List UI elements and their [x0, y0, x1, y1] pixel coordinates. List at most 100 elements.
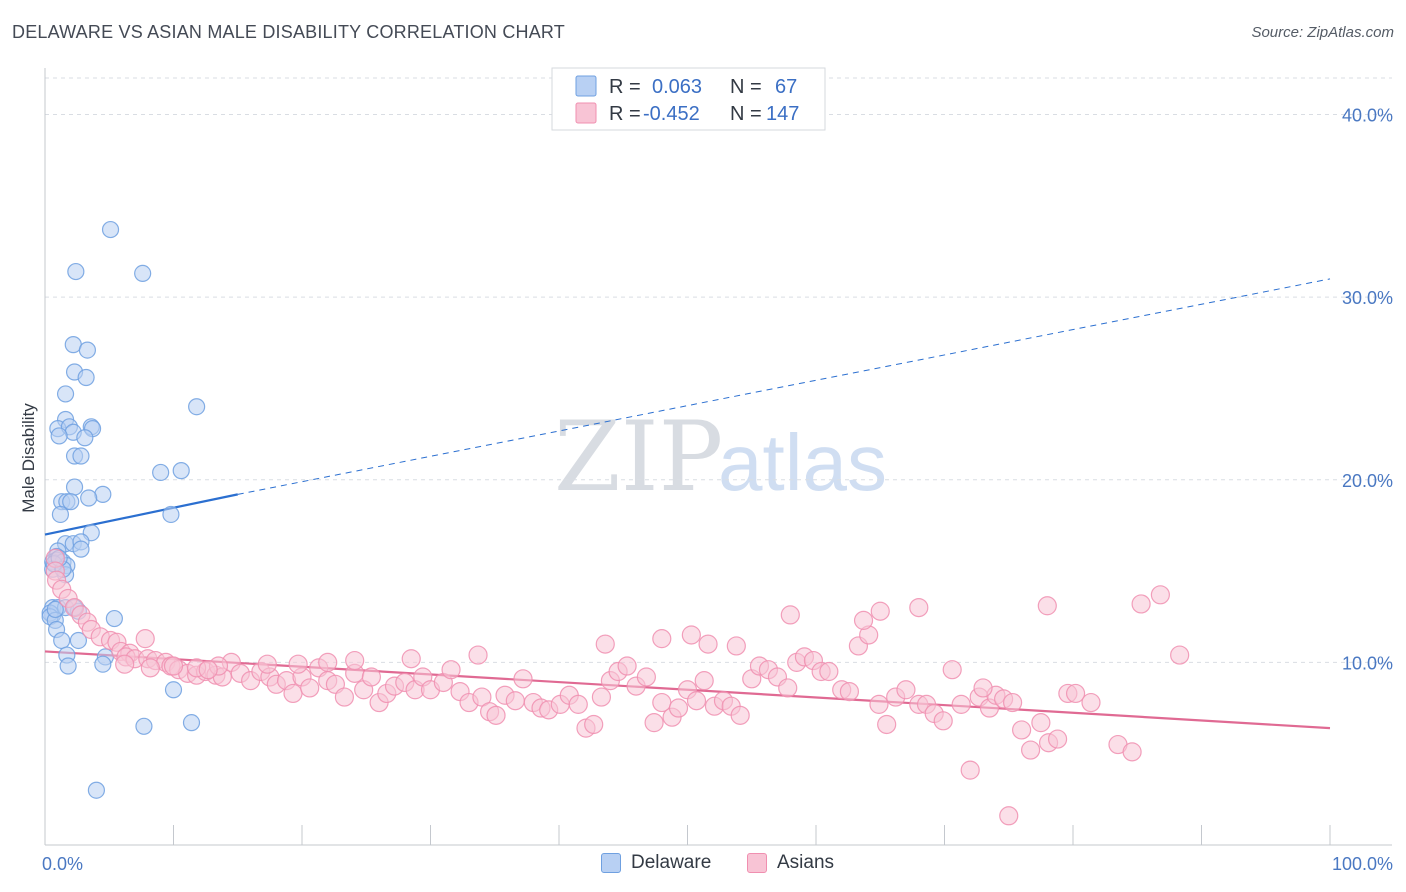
bottom-legend-label-asians: Asians: [777, 852, 835, 873]
asians-point: [345, 650, 365, 671]
delaware-point: [152, 463, 170, 482]
legend-n-value-delaware: 67: [775, 76, 797, 98]
asians-point: [869, 694, 889, 714]
legend-n-value-asians: 147: [766, 103, 799, 125]
x-tick-label-min: 0.0%: [42, 854, 83, 874]
delaware-point: [53, 631, 71, 650]
asians-point: [686, 691, 707, 711]
asians-point: [652, 629, 672, 649]
asians-point: [933, 711, 953, 731]
delaware-point: [67, 262, 85, 281]
stats-legend: R = 0.063 N = 67 R = -0.452 N = 147: [551, 67, 826, 131]
delaware-point: [94, 655, 112, 673]
asians-point: [1081, 692, 1101, 713]
asians-point: [513, 669, 533, 689]
asians-point: [1037, 596, 1057, 616]
asians-point: [778, 678, 798, 698]
watermark-zip: ZIP: [554, 401, 723, 513]
delaware-point: [135, 717, 153, 735]
asians-point: [698, 634, 718, 654]
asians-point: [853, 610, 874, 630]
asians-point: [595, 634, 615, 654]
watermark: ZIP atlas: [554, 401, 887, 513]
delaware-point: [134, 264, 152, 283]
legend-n-label-delaware: N =: [730, 76, 762, 98]
watermark-atlas: atlas: [718, 418, 887, 507]
delaware-point: [72, 447, 90, 465]
asians-point: [730, 705, 750, 725]
legend-r-value-asians: -0.452: [643, 103, 700, 125]
y-tick-label: 20.0%: [1342, 471, 1393, 491]
legend-swatch-asians: [575, 102, 597, 124]
bottom-legend-label-delaware: Delaware: [631, 852, 712, 873]
asians-point: [584, 714, 604, 735]
asians-point: [257, 654, 277, 674]
asians-point: [568, 694, 588, 714]
asians-point: [135, 629, 155, 649]
asians-point: [505, 691, 525, 711]
axes: [44, 68, 1392, 846]
delaware-point: [56, 385, 75, 403]
delaware-point: [59, 657, 77, 675]
y-axis-label: Male Disability: [19, 403, 38, 513]
asians-point: [198, 660, 218, 680]
asians-point: [909, 597, 929, 618]
asians-point: [468, 645, 488, 665]
legend-n-label-asians: N =: [730, 103, 762, 125]
delaware-point: [50, 427, 68, 445]
asians-point: [668, 698, 689, 718]
y-tick-label: 30.0%: [1342, 288, 1393, 308]
chart-title: DELAWARE VS ASIAN MALE DISABILITY CORREL…: [12, 22, 566, 42]
asians-point: [942, 660, 962, 680]
asians-point: [636, 667, 656, 687]
delaware-point: [172, 462, 190, 480]
asians-point: [999, 806, 1019, 826]
delaware-point: [78, 341, 97, 359]
asians-point: [1065, 683, 1086, 704]
asians-point: [115, 654, 135, 674]
delaware-point: [94, 485, 112, 503]
asians-point: [140, 658, 160, 678]
delaware-point: [51, 505, 70, 524]
bottom-legend-delaware: Delaware: [601, 852, 711, 874]
delaware-point: [65, 478, 84, 496]
delaware-trend-line: [44, 493, 238, 536]
grid: [45, 77, 1392, 663]
asians-point: [288, 654, 308, 674]
asians-point: [401, 649, 421, 669]
legend-r-label-delaware: R =: [609, 76, 641, 98]
delaware-point: [105, 609, 123, 628]
asians-point: [1011, 720, 1032, 740]
delaware-trend-extension: [237, 278, 1331, 495]
asians-point: [896, 680, 916, 700]
asians-point: [877, 714, 897, 735]
delaware-point: [164, 681, 183, 699]
asians-point: [951, 694, 971, 714]
delaware-point: [46, 600, 64, 619]
data-points: [41, 220, 1190, 826]
asians-point: [1020, 740, 1041, 760]
delaware-point: [72, 540, 90, 558]
stats-legend-box: [551, 67, 826, 131]
asians-point: [318, 652, 338, 672]
asians-point: [334, 687, 355, 707]
asians-point: [361, 667, 381, 687]
delaware-point: [87, 781, 106, 799]
asians-point: [1031, 713, 1051, 733]
asians-point: [1170, 645, 1190, 665]
legend-r-label-asians: R =: [609, 103, 641, 125]
legend-swatch-delaware: [575, 75, 597, 97]
asians-point: [870, 601, 890, 621]
asians-point: [1047, 729, 1068, 749]
delaware-point: [162, 505, 180, 524]
asians-point: [694, 671, 714, 691]
delaware-point: [76, 429, 94, 447]
delaware-point: [62, 493, 80, 511]
delaware-point: [182, 714, 201, 732]
chart-source: Source: ZipAtlas.com: [1251, 24, 1394, 41]
bottom-legend-asians: Asians: [747, 852, 834, 874]
asians-point: [1150, 585, 1170, 605]
asians-point: [973, 678, 993, 698]
asians-point: [163, 656, 184, 676]
asians-point: [644, 713, 664, 733]
